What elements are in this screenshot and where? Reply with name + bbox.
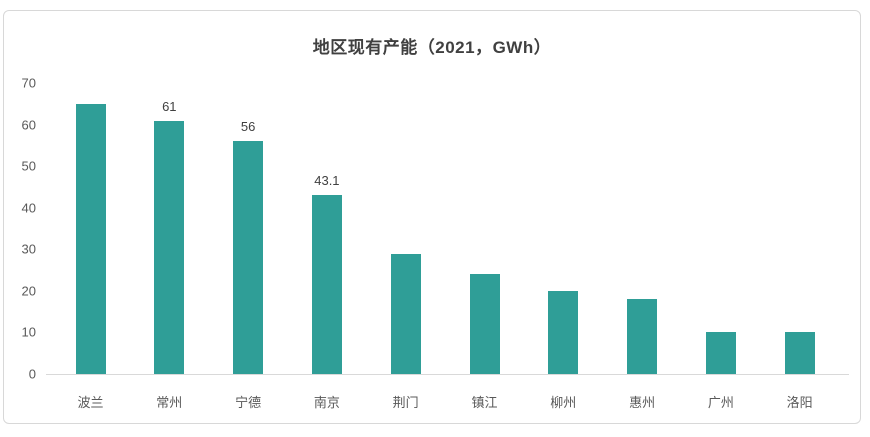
bar [705, 332, 736, 374]
bar [469, 274, 500, 374]
bar [784, 332, 815, 374]
plot-area: 0 10 20 30 40 50 60 70 波兰 61 常州 56 宁德 43.1 南京 荆门 镇江 柳州 惠州 广… [4, 11, 862, 425]
chart-card: 地区现有产能（2021，GWh） 0 10 20 30 40 50 60 70 波兰 61 常州 56… [3, 10, 861, 424]
x-axis-category-label: 南京 [313, 395, 340, 410]
bar [548, 290, 579, 374]
x-axis-category-label: 荆门 [392, 395, 419, 410]
y-axis-tick-label: 60 [21, 117, 36, 133]
bar [390, 253, 421, 374]
x-axis-category-label: 广州 [707, 395, 734, 410]
x-axis-line [46, 374, 849, 375]
bar [154, 120, 185, 374]
bar-value-label: 43.1 [314, 172, 340, 188]
x-axis-category-label: 波兰 [77, 395, 104, 410]
bar [311, 194, 342, 374]
bar [627, 299, 658, 374]
bar-value-label: 61 [162, 98, 177, 114]
y-axis-tick-label: 30 [21, 241, 36, 257]
x-axis-category-label: 惠州 [629, 395, 656, 410]
y-axis-tick-label: 20 [21, 283, 36, 299]
bar [75, 103, 106, 374]
bar-value-label: 56 [240, 119, 256, 135]
y-axis-tick-label: 50 [21, 158, 36, 174]
x-axis-category-label: 宁德 [235, 395, 262, 410]
y-axis-tick-label: 10 [21, 324, 36, 340]
x-axis-category-label: 洛阳 [786, 395, 813, 410]
y-axis-tick-label: 40 [21, 200, 36, 216]
y-axis-tick-label: 0 [28, 366, 36, 382]
x-axis-category-label: 镇江 [471, 395, 498, 410]
x-axis-category-label: 柳州 [550, 395, 577, 410]
y-axis-tick-label: 70 [21, 75, 36, 91]
chart-title: 地区现有产能（2021，GWh） [312, 38, 552, 57]
x-axis-category-label: 常州 [156, 395, 183, 410]
bar [233, 141, 264, 374]
